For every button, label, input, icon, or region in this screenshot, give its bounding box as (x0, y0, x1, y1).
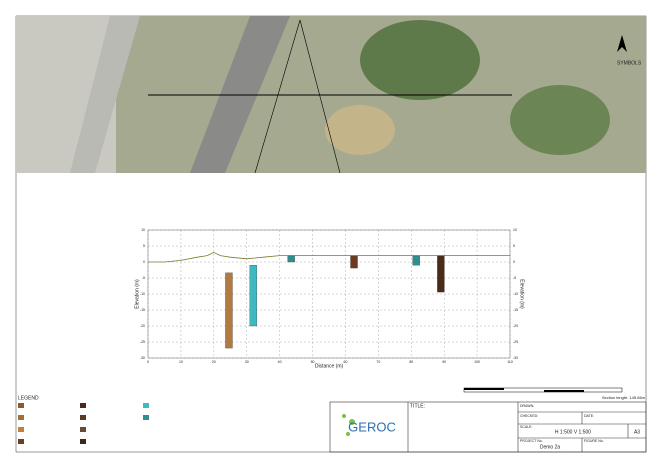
north-arrow (617, 35, 627, 52)
section-length: Section length: 145.66m (602, 395, 646, 400)
x-tick-label: 20 (212, 360, 216, 364)
y-tick-label: -25 (140, 340, 145, 344)
y-tick-label: -10 (140, 292, 145, 296)
legend-swatch (143, 403, 149, 408)
scale: H 1:500 V 1:500 (555, 429, 591, 435)
y-tick-label: -20 (140, 324, 145, 328)
y-tick-label: -15 (140, 308, 145, 312)
field (325, 105, 395, 155)
logo-dot (342, 414, 346, 418)
aerial-map: SYMBOLS (16, 16, 646, 174)
borehole-log (287, 255, 295, 263)
title-block-frame (329, 401, 647, 453)
y-axis-title: Elevation (m) (519, 279, 525, 309)
y-tick-label: -10 (513, 292, 518, 296)
x-tick-label: 60 (344, 360, 348, 364)
x-tick-label: 0 (147, 360, 149, 364)
y-tick-label: -20 (513, 324, 518, 328)
logo-dot (349, 419, 355, 425)
y-tick-label: 10 (513, 228, 517, 232)
y-tick-label: -5 (513, 276, 516, 280)
road (70, 16, 140, 173)
y-tick-label: -25 (513, 340, 518, 344)
legend: LEGEND (18, 395, 149, 444)
trees (360, 20, 480, 100)
x-tick-label: 110 (507, 360, 513, 364)
x-tick-label: 40 (278, 360, 282, 364)
cross-section: Elevation (m) Elevation (m) Distance (m)… (134, 228, 524, 369)
project-label: PROJECT No. (520, 439, 543, 443)
y-tick-label: 5 (513, 244, 515, 248)
x-tick-label: 10 (179, 360, 183, 364)
ground-line (148, 251, 510, 263)
scale-bar-segment (464, 388, 504, 390)
scale-label: SCALE: (520, 425, 532, 429)
x-tick-label: 80 (409, 360, 413, 364)
symbols-title: SYMBOLS (617, 60, 642, 66)
y-tick-label: -5 (142, 276, 145, 280)
plot-frame (147, 229, 511, 359)
title-label: TITLE: (410, 403, 425, 409)
y-tick-label: 0 (513, 260, 515, 264)
legend-swatch (18, 403, 24, 408)
section-line (254, 19, 301, 174)
legend-swatch (18, 415, 24, 420)
y-tick-label: -30 (513, 356, 518, 360)
borehole-log (412, 255, 420, 266)
x-tick-label: 90 (442, 360, 446, 364)
date-label: DATE: (584, 414, 594, 418)
borehole-log (249, 265, 257, 327)
y-tick-label: -30 (140, 356, 145, 360)
trees (510, 85, 610, 155)
legend-swatch (80, 415, 86, 420)
logo-dot (346, 432, 350, 436)
y-tick-label: 10 (141, 228, 145, 232)
checked-label: CHECKED: (520, 414, 538, 418)
y-tick-label: -15 (513, 308, 518, 312)
y-axis-title: Elevation (m) (134, 279, 140, 309)
legend-swatch (18, 439, 24, 444)
section-line (299, 19, 341, 174)
x-tick-label: 100 (474, 360, 480, 364)
borehole-log (350, 255, 358, 269)
legend-swatch (18, 427, 24, 432)
figure-label: FIGURE No. (584, 439, 604, 443)
legend-swatch (143, 415, 149, 420)
drawn-label: DRAWN: (520, 404, 534, 408)
legend-swatch (80, 427, 86, 432)
legend-swatch (80, 403, 86, 408)
y-tick-label: 0 (143, 260, 145, 264)
title-block: GEROC TITLE: DRAWN: CHECKED: DATE: SCALE… (329, 401, 647, 453)
x-tick-label: 70 (376, 360, 380, 364)
logo: GEROC (348, 419, 396, 434)
x-tick-label: 50 (311, 360, 315, 364)
legend-swatch (80, 439, 86, 444)
scale-bar-segment (544, 390, 584, 392)
x-tick-label: 30 (245, 360, 249, 364)
project-number: Demo 2a (540, 444, 561, 450)
borehole-log (437, 255, 445, 293)
scale-bar: Section length: 145.66m (463, 387, 646, 400)
y-tick-label: 5 (143, 244, 145, 248)
sheet-size: A3 (634, 429, 640, 435)
borehole-log (225, 272, 233, 349)
legend-title: LEGEND (18, 395, 39, 401)
x-axis-title: Distance (m) (315, 363, 344, 369)
